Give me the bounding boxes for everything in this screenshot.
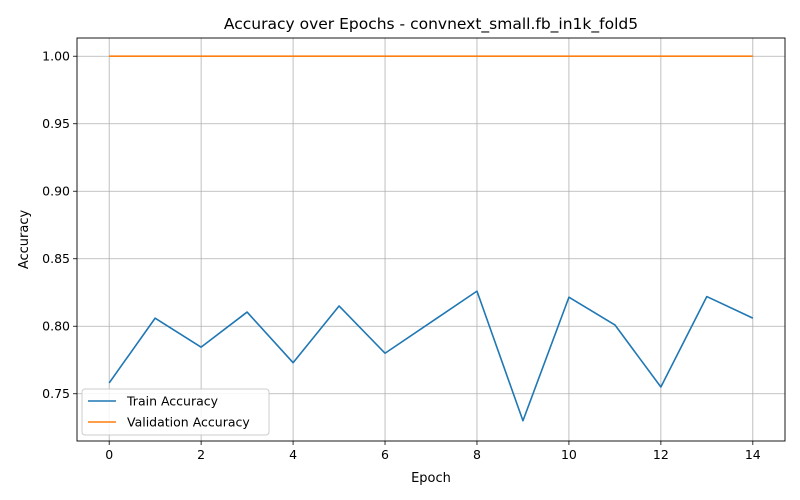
x-tick-label: 2 bbox=[197, 447, 205, 462]
x-axis-label: Epoch bbox=[411, 471, 451, 486]
y-tick-label: 1.00 bbox=[42, 49, 70, 64]
x-tick-label: 8 bbox=[473, 447, 481, 462]
x-tick-label: 10 bbox=[561, 447, 577, 462]
series-line-train-accuracy bbox=[108, 290, 754, 422]
legend-label: Validation Accuracy bbox=[127, 415, 250, 430]
y-axis-label: Accuracy bbox=[17, 210, 32, 270]
series-lines bbox=[108, 55, 754, 422]
y-tick-label: 0.85 bbox=[42, 251, 70, 266]
y-axis-ticks: 0.75 0.80 0.85 0.90 0.95 1.00 bbox=[42, 49, 77, 401]
chart-title: Accuracy over Epochs - convnext_small.fb… bbox=[224, 15, 638, 34]
x-tick-label: 12 bbox=[653, 447, 669, 462]
x-axis-ticks: 0 2 4 6 8 10 12 14 bbox=[105, 441, 761, 462]
x-tick-label: 4 bbox=[289, 447, 297, 462]
legend-label: Train Accuracy bbox=[126, 394, 219, 409]
plot-frame bbox=[76, 37, 786, 442]
legend-box bbox=[81, 388, 270, 436]
y-tick-label: 0.75 bbox=[42, 386, 70, 401]
x-tick-label: 14 bbox=[745, 447, 761, 462]
legend: Train Accuracy Validation Accuracy bbox=[81, 388, 270, 436]
y-tick-label: 0.90 bbox=[42, 184, 70, 199]
y-tick-label: 0.95 bbox=[42, 116, 70, 131]
x-tick-label: 6 bbox=[381, 447, 389, 462]
y-tick-label: 0.80 bbox=[42, 319, 70, 334]
x-tick-label: 0 bbox=[105, 447, 113, 462]
